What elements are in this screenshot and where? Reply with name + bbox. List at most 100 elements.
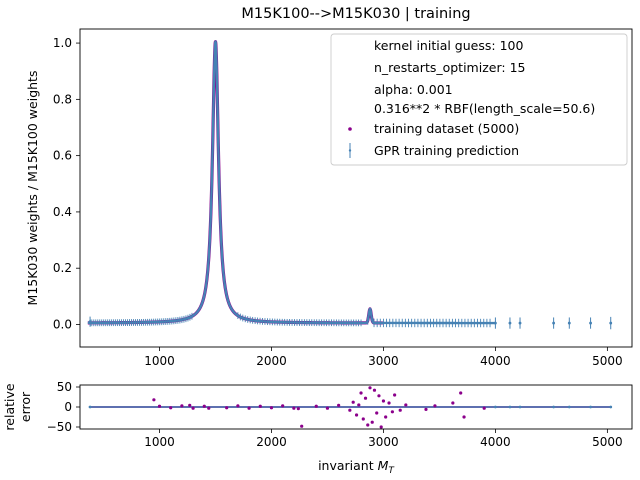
gpr-point: [493, 321, 497, 325]
residual-point: [202, 404, 206, 408]
main-x-tick-label: 5000: [592, 354, 623, 368]
residual-point: [314, 404, 318, 408]
residual-point: [451, 401, 455, 405]
main-y-axis-label: M15K030 weights / M15K100 weights: [25, 71, 40, 306]
residual-point: [169, 406, 173, 410]
residual-point: [236, 404, 240, 408]
main-y-tick-label: 1.0: [53, 36, 72, 50]
residual-point: [462, 415, 466, 419]
residual-point: [348, 408, 352, 412]
residual-point: [354, 413, 359, 417]
residual-point: [359, 391, 363, 395]
residual-point: [424, 407, 428, 411]
residual-y-tick-label: −50: [47, 420, 72, 434]
residual-x-tick-label: 5000: [592, 435, 623, 449]
residual-plot: 1000 2000 3000 4000 5000 −50 0 50: [47, 380, 633, 449]
legend-marker-gpr-prediction: [348, 143, 352, 158]
residual-x-tick-label: 3000: [368, 435, 399, 449]
main-y-tick-label: 0.2: [53, 261, 72, 275]
residual-x-axis: 1000 2000 3000 4000 5000: [144, 429, 623, 449]
residual-point: [363, 396, 368, 400]
residual-point: [404, 403, 408, 407]
residual-point: [381, 399, 386, 403]
residual-gpr-point: [567, 405, 571, 409]
legend-box: [330, 33, 628, 166]
residual-point: [300, 424, 304, 428]
residual-point: [351, 400, 355, 404]
residual-point: [188, 403, 192, 407]
residual-x-tick-label: 1000: [144, 435, 175, 449]
residual-point: [225, 406, 229, 410]
gpr-point: [518, 321, 522, 325]
residual-gpr-point: [508, 405, 512, 409]
residual-gpr-point: [493, 405, 497, 409]
main-x-tick-label: 4000: [480, 354, 511, 368]
main-y-tick-label: 0.8: [53, 92, 72, 106]
legend-info-n-restarts: n_restarts_optimizer: 15: [374, 60, 525, 75]
residual-point: [390, 410, 394, 414]
residual-point: [459, 391, 463, 395]
gpr-point: [609, 321, 613, 325]
residual-gpr-point: [609, 405, 613, 409]
legend-info-alpha: alpha: 0.001: [374, 82, 453, 97]
residual-y-axis-label-line2: error: [18, 391, 33, 422]
gpr-point: [589, 321, 592, 325]
main-y-axis: 0.0 0.2 0.4 0.6 0.8 1.0: [53, 36, 80, 331]
residual-point: [357, 403, 361, 407]
main-plot: 1000 2000 3000 4000 5000 0.0 0.2 0.4 0.6 0.8 1.0: [53, 28, 633, 368]
residual-point: [361, 417, 365, 421]
gpr-point: [567, 321, 571, 325]
residual-point: [398, 408, 402, 412]
residual-point: [180, 404, 184, 408]
residual-gpr-point: [88, 405, 92, 409]
legend-label-gpr-prediction: GPR training prediction: [374, 143, 519, 158]
residual-y-tick-label: 50: [57, 380, 72, 394]
main-x-tick-label: 1000: [144, 354, 175, 368]
chart-title: M15K100-->M15K030 | training: [241, 6, 470, 22]
main-plot-frame: [79, 28, 633, 348]
residual-point: [258, 404, 262, 408]
residual-point: [384, 415, 388, 419]
legend-marker-training-dataset: [348, 127, 352, 131]
residual-point: [393, 393, 397, 397]
main-y-tick-label: 0.4: [53, 205, 72, 219]
residual-point: [387, 401, 391, 405]
residual-point: [157, 404, 162, 408]
main-y-tick-label: 0.6: [53, 149, 72, 163]
residual-point: [296, 407, 300, 411]
residual-y-axis-label: relative: [2, 383, 17, 430]
residual-x-tick-label: 2000: [256, 435, 287, 449]
residual-point: [366, 423, 370, 427]
residual-data-layer: [88, 386, 613, 429]
main-data-layer: [86, 40, 613, 330]
legend-info-kernel: 0.316**2 * RBF(length_scale=50.6): [374, 101, 595, 116]
legend-label-training-dataset: training dataset (5000): [374, 121, 519, 136]
legend: kernel initial guess: 100 n_restarts_opt…: [330, 33, 628, 166]
residual-point: [269, 406, 274, 410]
residual-point: [372, 388, 377, 392]
residual-gpr-point: [518, 405, 522, 409]
residual-point: [433, 404, 437, 408]
residual-point: [281, 404, 285, 408]
residual-point: [247, 406, 251, 410]
gpr-point: [508, 321, 512, 325]
residual-gpr-point: [589, 405, 592, 409]
main-x-tick-label: 2000: [256, 354, 287, 368]
residual-point: [368, 386, 372, 390]
residual-point: [325, 406, 330, 410]
gpr-point: [88, 320, 92, 324]
residual-point: [377, 394, 381, 398]
residual-point: [292, 406, 296, 410]
main-x-axis: 1000 2000 3000 4000 5000: [144, 347, 623, 368]
residual-point: [337, 403, 341, 407]
legend-info-kernel-guess: kernel initial guess: 100: [374, 38, 523, 53]
residual-x-tick-label: 4000: [480, 435, 511, 449]
main-x-tick-label: 3000: [368, 354, 399, 368]
residual-point: [379, 425, 383, 429]
residual-y-tick-label: 0: [64, 400, 72, 414]
gpr-prediction-line: [87, 40, 496, 325]
main-y-tick-label: 0.0: [53, 317, 72, 331]
residual-point: [375, 411, 379, 415]
residual-point: [191, 406, 195, 410]
